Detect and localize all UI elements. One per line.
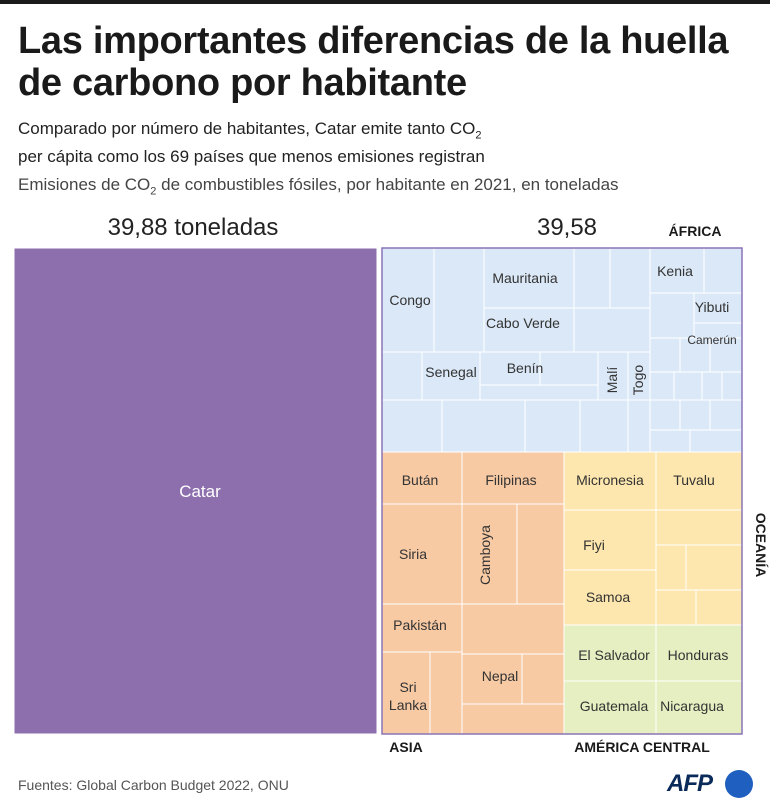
country-label-fiyi: Fiyi	[583, 537, 605, 553]
africa-country-cell	[441, 399, 526, 453]
oceania-country-cell	[655, 589, 697, 626]
asia-country-cell	[461, 653, 523, 705]
measure-part-a: Emisiones de CO	[18, 175, 151, 194]
measure-label: Emisiones de CO2 de combustibles fósiles…	[18, 175, 758, 197]
asia-country-cell	[381, 503, 463, 605]
africa-country-cell	[689, 429, 743, 453]
oceania-country-cell	[563, 509, 657, 571]
country-label-nepal: Nepal	[482, 668, 519, 684]
subtitle-subscript: 2	[475, 129, 482, 142]
asia-country-cell	[461, 703, 565, 735]
qatar-total-label: 39,88 toneladas	[108, 214, 279, 241]
country-label-nicaragua: Nicaragua	[660, 698, 724, 714]
africa-country-cell	[709, 399, 743, 431]
page-title: Las importantes diferencias de la huella…	[18, 20, 729, 104]
country-label-catar: Catar	[179, 482, 221, 501]
country-label-guatemala: Guatemala	[580, 698, 649, 714]
asia-country-cell	[516, 503, 565, 605]
asia-country-cell	[381, 451, 463, 505]
country-label-samoa: Samoa	[586, 589, 631, 605]
africa-country-cell	[649, 292, 695, 339]
africa-country-cell	[381, 351, 423, 401]
country-label-micronesia: Micronesia	[576, 472, 644, 488]
country-label-yibuti: Yibuti	[695, 299, 730, 315]
america-central-country-cell	[655, 680, 743, 735]
africa-country-cell	[483, 247, 575, 309]
country-label-butan: Bután	[402, 472, 439, 488]
asia-country-cell	[521, 653, 565, 705]
country-label-senegal: Senegal	[425, 364, 476, 380]
asia-country-cell	[381, 603, 463, 653]
measure-part-b: de combustibles fósiles, por habitante e…	[156, 175, 619, 194]
country-label-congo: Congo	[389, 292, 430, 308]
country-label-camerun: Camerún	[687, 333, 736, 347]
africa-country-cell	[721, 371, 743, 401]
country-label-cabo-verde: Cabo Verde	[486, 315, 560, 331]
asia-country-cell	[461, 451, 565, 505]
oceania-country-cell	[685, 544, 743, 591]
region-label-asia: ASIA	[389, 739, 422, 755]
subtitle: Comparado por número de habitantes, Cata…	[18, 118, 758, 168]
region-label-america-central: AMÉRICA CENTRAL	[574, 739, 710, 755]
america-central-country-cell	[563, 624, 657, 682]
africa-country-cell	[649, 399, 681, 431]
africa-country-cell	[673, 371, 703, 401]
africa-country-cell	[679, 399, 711, 431]
africa-country-cell	[483, 307, 575, 359]
africa-country-cell	[649, 429, 691, 453]
country-label-el-salvador: El Salvador	[578, 647, 650, 663]
africa-country-cell	[701, 371, 723, 401]
region-label-africa: ÁFRICA	[669, 223, 722, 239]
africa-country-cell	[609, 247, 651, 309]
country-label-benin: Benín	[507, 360, 544, 376]
country-label-mali: Malí	[604, 367, 620, 394]
oceania-country-cell	[695, 589, 743, 626]
country-label-camboya: Camboya	[477, 525, 493, 585]
measure-subscript: 2	[150, 185, 157, 198]
africa-country-cell	[433, 247, 485, 353]
oceania-country-cell	[655, 451, 743, 511]
afp-logo: AFP	[667, 768, 757, 800]
group-total-label: 39,58	[537, 214, 597, 241]
africa-country-cell	[479, 351, 541, 386]
africa-country-cell	[524, 399, 581, 453]
country-label-kenia: Kenia	[657, 263, 693, 279]
africa-country-cell	[597, 351, 629, 401]
africa-country-cell	[479, 384, 599, 401]
africa-country-cell	[703, 247, 743, 294]
qatar-cell	[13, 247, 378, 735]
subtitle-part-b: per cápita como los 69 países que menos …	[18, 147, 485, 167]
africa-country-cell	[539, 351, 599, 386]
country-label-honduras: Honduras	[668, 647, 729, 663]
country-label-tuvalu: Tuvalu	[673, 472, 715, 488]
country-label-mauritania: Mauritania	[492, 270, 558, 286]
africa-country-cell	[709, 337, 743, 373]
afp-logo-dot	[725, 770, 753, 798]
oceania-country-cell	[655, 509, 743, 546]
country-label-siria: Siria	[399, 546, 427, 562]
africa-country-cell	[579, 399, 629, 453]
oceania-country-cell	[655, 544, 687, 591]
africa-country-cell	[573, 247, 611, 309]
asia-country-cell	[461, 603, 565, 655]
africa-country-cell	[381, 399, 443, 453]
country-label-togo: Togo	[630, 365, 646, 396]
africa-country-cell	[649, 337, 681, 373]
country-label-sri-lanka-line-1: Sri	[399, 679, 416, 695]
asia-country-cell	[429, 651, 463, 735]
country-label-filipinas: Filipinas	[485, 472, 536, 488]
africa-country-cell	[649, 371, 675, 401]
low-emitters-outline	[381, 247, 743, 735]
source-note: Fuentes: Global Carbon Budget 2022, ONU	[18, 777, 289, 793]
country-label-sri-lanka-line-2: Lanka	[389, 697, 427, 713]
top-bar	[0, 0, 770, 4]
africa-country-cell	[679, 337, 711, 373]
region-label-oceania: OCEANÍA	[753, 513, 769, 578]
country-label-pakistan: Pakistán	[393, 617, 447, 633]
oceania-country-cell	[563, 451, 657, 511]
afp-logo-text: AFP	[667, 770, 713, 797]
africa-country-cell	[627, 399, 651, 453]
subtitle-part-a: Comparado por número de habitantes, Cata…	[18, 119, 476, 138]
